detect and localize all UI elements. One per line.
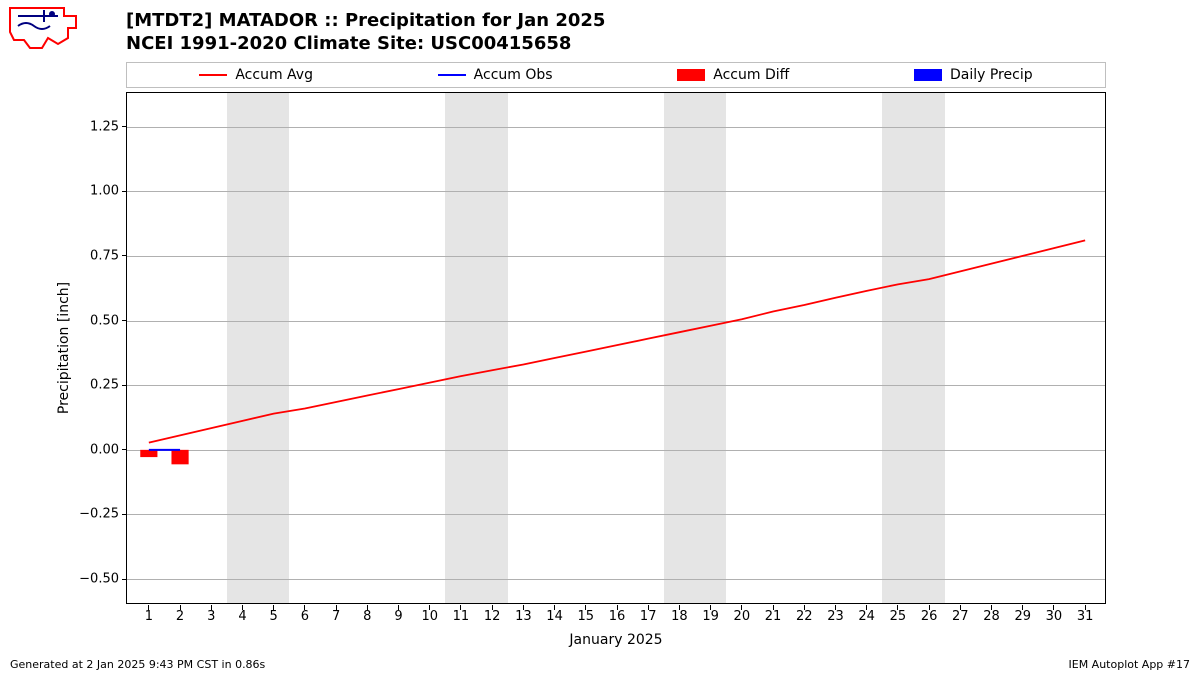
x-tick-mark [148, 605, 149, 610]
legend-swatch [914, 69, 942, 81]
y-tick-label: −0.25 [79, 507, 127, 522]
x-tick-mark [710, 605, 711, 610]
x-tick-mark [741, 605, 742, 610]
x-tick-mark [211, 605, 212, 610]
legend: Accum Avg Accum Obs Accum Diff Daily Precip [126, 62, 1106, 88]
y-tick-label: −0.50 [79, 572, 127, 587]
x-tick-mark [585, 605, 586, 610]
legend-swatch [677, 69, 705, 81]
x-tick-mark [492, 605, 493, 610]
x-tick-mark [523, 605, 524, 610]
x-tick-mark [648, 605, 649, 610]
legend-swatch [199, 74, 227, 76]
legend-label: Daily Precip [950, 67, 1033, 83]
x-tick-mark [1053, 605, 1054, 610]
x-tick-mark [398, 605, 399, 610]
x-tick-mark [180, 605, 181, 610]
legend-item: Accum Obs [438, 67, 553, 83]
legend-label: Accum Obs [474, 67, 553, 83]
x-tick-mark [866, 605, 867, 610]
legend-label: Accum Diff [713, 67, 789, 83]
x-axis-label: January 2025 [569, 632, 662, 648]
title-line-1: [MTDT2] MATADOR :: Precipitation for Jan… [126, 10, 605, 33]
accum-diff-bar [171, 450, 188, 464]
x-tick-mark [991, 605, 992, 610]
x-tick-mark [679, 605, 680, 610]
legend-item: Daily Precip [914, 67, 1033, 83]
x-tick-mark [554, 605, 555, 610]
x-tick-mark [835, 605, 836, 610]
x-tick-mark [460, 605, 461, 610]
title-line-2: NCEI 1991-2020 Climate Site: USC00415658 [126, 33, 605, 56]
footer-generated: Generated at 2 Jan 2025 9:43 PM CST in 0… [10, 658, 265, 671]
legend-item: Accum Diff [677, 67, 789, 83]
x-tick-mark [960, 605, 961, 610]
x-tick-mark [929, 605, 930, 610]
accum-avg-line [149, 240, 1085, 442]
x-tick-mark [773, 605, 774, 610]
x-tick-mark [367, 605, 368, 610]
x-tick-mark [273, 605, 274, 610]
x-tick-mark [617, 605, 618, 610]
x-tick-mark [1085, 605, 1086, 610]
footer-app: IEM Autoplot App #17 [1069, 658, 1191, 671]
x-tick-mark [336, 605, 337, 610]
x-tick-mark [242, 605, 243, 610]
legend-swatch [438, 74, 466, 76]
plot-area: −0.50−0.250.000.250.500.751.001.25123456… [126, 92, 1106, 604]
x-tick-mark [304, 605, 305, 610]
chart-data-layer [127, 93, 1107, 605]
x-tick-mark [897, 605, 898, 610]
iem-logo [4, 4, 84, 52]
x-tick-mark [1022, 605, 1023, 610]
accum-diff-bar [140, 450, 157, 457]
y-axis-label: Precipitation [inch] [56, 282, 72, 414]
legend-item: Accum Avg [199, 67, 313, 83]
x-tick-mark [429, 605, 430, 610]
x-tick-mark [804, 605, 805, 610]
chart-title: [MTDT2] MATADOR :: Precipitation for Jan… [126, 10, 605, 55]
legend-label: Accum Avg [235, 67, 313, 83]
